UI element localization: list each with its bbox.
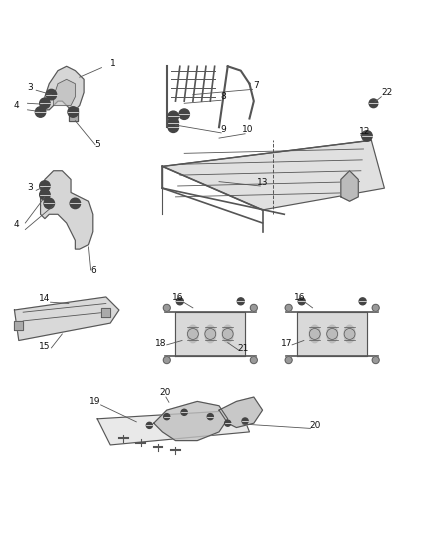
Circle shape [44, 198, 54, 208]
Text: 5: 5 [94, 140, 100, 149]
Text: 16: 16 [294, 294, 305, 302]
Ellipse shape [344, 325, 355, 343]
Polygon shape [162, 140, 385, 210]
Text: 21: 21 [237, 344, 249, 353]
Text: 16: 16 [172, 294, 184, 302]
Ellipse shape [309, 325, 320, 343]
Polygon shape [53, 79, 75, 106]
Circle shape [40, 98, 50, 109]
Text: 18: 18 [155, 338, 166, 348]
Polygon shape [97, 410, 250, 445]
Circle shape [40, 181, 50, 191]
Circle shape [179, 109, 189, 119]
Text: 10: 10 [241, 125, 253, 134]
Circle shape [168, 122, 179, 133]
Polygon shape [341, 171, 358, 201]
Text: 7: 7 [253, 81, 259, 90]
Circle shape [177, 298, 184, 305]
Polygon shape [45, 66, 84, 110]
Circle shape [369, 99, 378, 108]
Circle shape [285, 304, 292, 311]
Circle shape [242, 418, 248, 424]
Circle shape [163, 357, 170, 364]
Circle shape [146, 422, 152, 429]
Circle shape [168, 118, 179, 128]
Circle shape [359, 298, 366, 305]
Ellipse shape [187, 325, 198, 343]
Text: 13: 13 [257, 177, 268, 187]
Circle shape [251, 304, 257, 311]
Text: 8: 8 [220, 92, 226, 101]
Circle shape [181, 409, 187, 415]
Circle shape [35, 107, 46, 117]
Circle shape [164, 414, 170, 419]
Circle shape [362, 131, 372, 141]
Polygon shape [219, 397, 262, 427]
Text: 19: 19 [89, 398, 101, 407]
Text: 15: 15 [39, 342, 51, 351]
Circle shape [372, 304, 379, 311]
Polygon shape [41, 171, 93, 249]
Circle shape [168, 111, 179, 122]
Circle shape [285, 357, 292, 364]
Circle shape [40, 189, 50, 200]
Text: 3: 3 [27, 183, 32, 192]
Circle shape [237, 298, 244, 305]
Circle shape [225, 420, 231, 426]
Text: 20: 20 [309, 422, 321, 431]
Text: 12: 12 [359, 127, 371, 136]
Circle shape [163, 304, 170, 311]
Circle shape [68, 107, 78, 117]
Ellipse shape [222, 325, 233, 343]
Text: 3: 3 [27, 83, 32, 92]
Circle shape [70, 198, 81, 208]
Circle shape [46, 90, 57, 100]
Text: 4: 4 [14, 101, 19, 110]
Text: 9: 9 [220, 125, 226, 134]
Polygon shape [176, 312, 245, 356]
Bar [102, 308, 110, 317]
Bar [14, 321, 23, 329]
Text: 6: 6 [90, 266, 95, 275]
Polygon shape [297, 312, 367, 356]
Circle shape [251, 357, 257, 364]
Circle shape [298, 298, 305, 305]
Text: 4: 4 [14, 220, 19, 229]
Polygon shape [69, 108, 78, 120]
Text: 22: 22 [381, 88, 392, 98]
Text: 17: 17 [281, 338, 292, 348]
Text: 1: 1 [110, 59, 115, 68]
Ellipse shape [205, 325, 216, 343]
Text: 14: 14 [39, 294, 51, 303]
Ellipse shape [327, 325, 338, 343]
Text: 20: 20 [159, 388, 170, 397]
Circle shape [372, 357, 379, 364]
Polygon shape [14, 297, 119, 341]
Circle shape [207, 414, 213, 419]
Polygon shape [154, 401, 228, 441]
